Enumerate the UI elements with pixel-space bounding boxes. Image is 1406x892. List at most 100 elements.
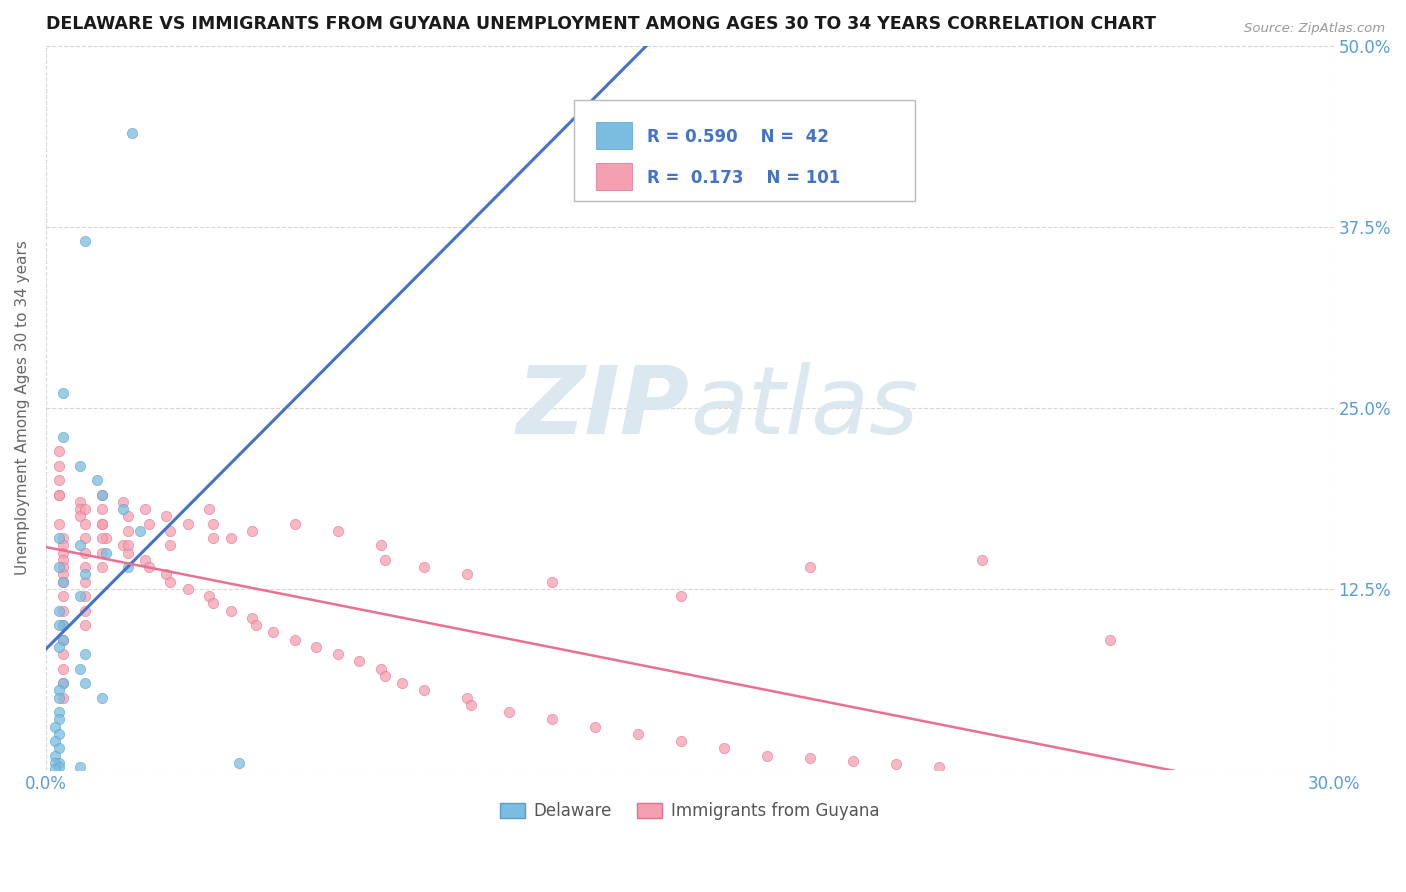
Point [349, 654, 371, 668]
Point [52, 574, 75, 589]
Point [73, 604, 96, 618]
Point [121, 126, 143, 140]
Point [73, 647, 96, 661]
Point [48, 488, 70, 502]
Point [112, 495, 135, 509]
Point [48, 560, 70, 574]
Point [460, 698, 482, 712]
Point [44, 748, 66, 763]
Point [498, 705, 520, 719]
Point [52, 676, 75, 690]
Text: R = 0.590    N =  42: R = 0.590 N = 42 [647, 128, 830, 145]
Point [73, 560, 96, 574]
Point [69, 502, 91, 516]
Point [48, 756, 70, 770]
Point [176, 582, 198, 596]
Point [48, 741, 70, 756]
Point [73, 618, 96, 632]
Point [412, 560, 434, 574]
Legend: Delaware, Immigrants from Guyana: Delaware, Immigrants from Guyana [494, 796, 886, 827]
Point [48, 488, 70, 502]
Point [52, 430, 75, 444]
Point [48, 727, 70, 741]
Point [48, 473, 70, 487]
Point [69, 538, 91, 552]
Point [48, 683, 70, 698]
Point [1099, 632, 1122, 647]
Point [69, 760, 91, 774]
Point [219, 604, 242, 618]
Point [90, 560, 112, 574]
Point [73, 567, 96, 582]
Point [90, 502, 112, 516]
Point [374, 553, 396, 567]
Point [69, 662, 91, 676]
Point [112, 502, 135, 516]
Point [48, 690, 70, 705]
Point [52, 567, 75, 582]
Point [928, 760, 950, 774]
Point [73, 502, 96, 516]
Point [799, 560, 821, 574]
Point [69, 589, 91, 603]
Point [159, 524, 181, 538]
Point [73, 546, 96, 560]
Point [52, 647, 75, 661]
Point [90, 531, 112, 545]
Point [134, 553, 156, 567]
Point [44, 720, 66, 734]
Text: R =  0.173    N = 101: R = 0.173 N = 101 [647, 169, 841, 187]
Point [90, 516, 112, 531]
Point [48, 760, 70, 774]
Point [94, 546, 117, 560]
Point [44, 734, 66, 748]
Point [48, 604, 70, 618]
Point [48, 640, 70, 654]
Point [198, 502, 221, 516]
Point [73, 234, 96, 248]
Point [52, 618, 75, 632]
Point [117, 524, 139, 538]
Point [52, 632, 75, 647]
Point [370, 662, 392, 676]
Point [117, 509, 139, 524]
Point [52, 618, 75, 632]
Point [117, 560, 139, 574]
Point [52, 531, 75, 545]
Point [284, 632, 307, 647]
Point [412, 683, 434, 698]
Point [240, 524, 263, 538]
Point [842, 754, 865, 768]
Point [73, 676, 96, 690]
Point [713, 741, 735, 756]
Point [52, 690, 75, 705]
Point [155, 509, 177, 524]
Bar [596, 121, 631, 149]
Text: Source: ZipAtlas.com: Source: ZipAtlas.com [1244, 22, 1385, 36]
Point [86, 473, 108, 487]
Point [52, 604, 75, 618]
Point [90, 488, 112, 502]
Point [69, 509, 91, 524]
Point [48, 618, 70, 632]
Point [117, 538, 139, 552]
Text: ZIP: ZIP [517, 362, 690, 454]
Point [48, 712, 70, 726]
Point [73, 531, 96, 545]
Point [374, 669, 396, 683]
Point [69, 458, 91, 473]
Point [48, 516, 70, 531]
Point [970, 553, 993, 567]
Point [391, 676, 413, 690]
Point [202, 596, 225, 610]
Point [52, 553, 75, 567]
Point [52, 538, 75, 552]
Point [44, 756, 66, 770]
Point [228, 756, 250, 770]
Point [198, 589, 221, 603]
Point [627, 727, 650, 741]
Point [94, 531, 117, 545]
Point [583, 720, 606, 734]
Point [73, 516, 96, 531]
Point [245, 618, 267, 632]
